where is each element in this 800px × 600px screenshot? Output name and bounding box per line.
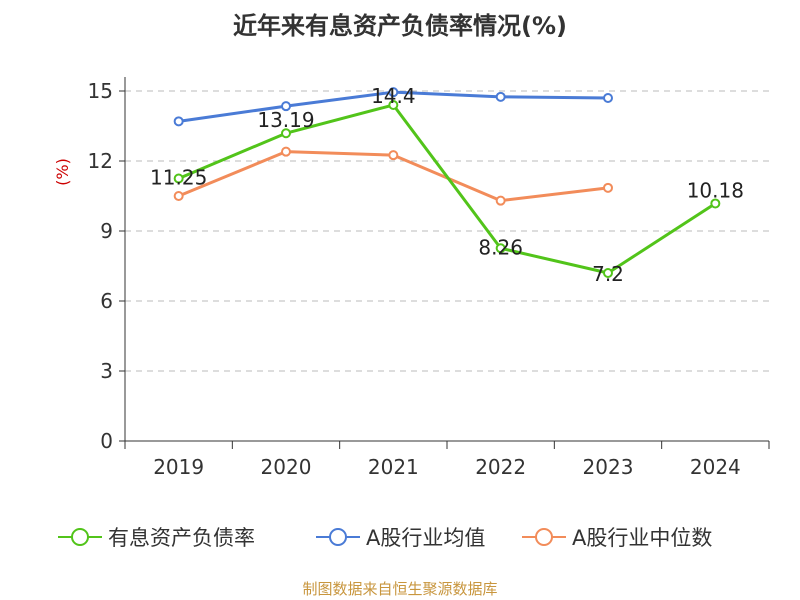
x-tick-label-5: 2024 xyxy=(690,455,741,479)
point-s1-1 xyxy=(281,101,291,112)
x-tick-label-1: 2020 xyxy=(261,455,312,479)
y-tick-label-4: 12 xyxy=(88,149,113,173)
legend-label-1: A股行业均值 xyxy=(366,526,486,550)
point-s2-0 xyxy=(173,191,184,201)
point-s0-0 xyxy=(173,173,184,184)
legend-marker-2 xyxy=(522,528,566,546)
data-labels: 11.25 13.19 14.4 8.26 7.2 10.18 xyxy=(150,84,744,286)
data-label-3: 8.26 xyxy=(478,235,523,259)
data-source-note: 制图数据来自恒生聚源数据库 xyxy=(302,580,498,598)
legend-label-0: 有息资产负债率 xyxy=(108,526,255,550)
data-label-5: 10.18 xyxy=(687,178,744,202)
y-axis-label: (%) xyxy=(53,158,72,186)
data-label-2: 14.4 xyxy=(371,84,416,108)
data-label-0: 11.25 xyxy=(150,166,207,190)
legend-label-2: A股行业中位数 xyxy=(572,526,713,550)
legend-item-2[interactable]: A股行业中位数 xyxy=(522,520,712,554)
point-s1-3 xyxy=(495,91,506,102)
chart-title: 近年来有息资产负债率情况(%) xyxy=(233,12,567,40)
y-tick-label-0: 0 xyxy=(100,429,113,453)
point-s2-2 xyxy=(388,150,399,161)
point-s2-4 xyxy=(603,182,613,193)
x-tick-label-4: 2023 xyxy=(583,455,634,479)
point-s1-4 xyxy=(603,93,613,103)
series-line-0 xyxy=(178,103,717,275)
point-s0-1 xyxy=(281,128,291,139)
gridlines xyxy=(125,90,769,372)
point-s0-5 xyxy=(710,198,721,209)
point-s0-3 xyxy=(495,243,506,254)
y-tick-label-5: 15 xyxy=(88,79,113,103)
x-tick-label-3: 2022 xyxy=(475,455,526,479)
y-tick-label-2: 6 xyxy=(100,289,113,313)
legend-marker-1 xyxy=(316,528,360,546)
point-s0-2 xyxy=(388,100,399,110)
point-s1-2 xyxy=(388,87,399,98)
data-label-1: 13.19 xyxy=(257,108,314,132)
y-tick-label-3: 9 xyxy=(100,219,113,243)
point-s0-4 xyxy=(603,268,613,278)
line-chart: 0 3 6 9 12 15 2019 2020 2021 2022 2023 2024 (%) 11.2… xyxy=(53,77,770,479)
axes: 0 3 6 9 12 15 2019 2020 2021 2022 2023 2024 (%) xyxy=(53,77,770,479)
legend-item-0[interactable]: 有息资产负债率 xyxy=(58,520,255,554)
x-tick-label-0: 2019 xyxy=(153,455,204,479)
data-label-4: 7.2 xyxy=(592,262,624,286)
legend-marker-0 xyxy=(58,528,102,546)
point-s2-1 xyxy=(281,146,291,157)
x-tick-label-2: 2021 xyxy=(368,455,419,479)
point-s1-0 xyxy=(173,116,184,127)
legend-item-1[interactable]: A股行业均值 xyxy=(316,520,485,554)
y-tick-label-1: 3 xyxy=(100,359,113,383)
series-lines xyxy=(173,87,721,278)
point-s2-3 xyxy=(495,195,506,206)
legend: 有息资产负债率 A股行业均值 A股行业中位数 xyxy=(0,520,800,554)
